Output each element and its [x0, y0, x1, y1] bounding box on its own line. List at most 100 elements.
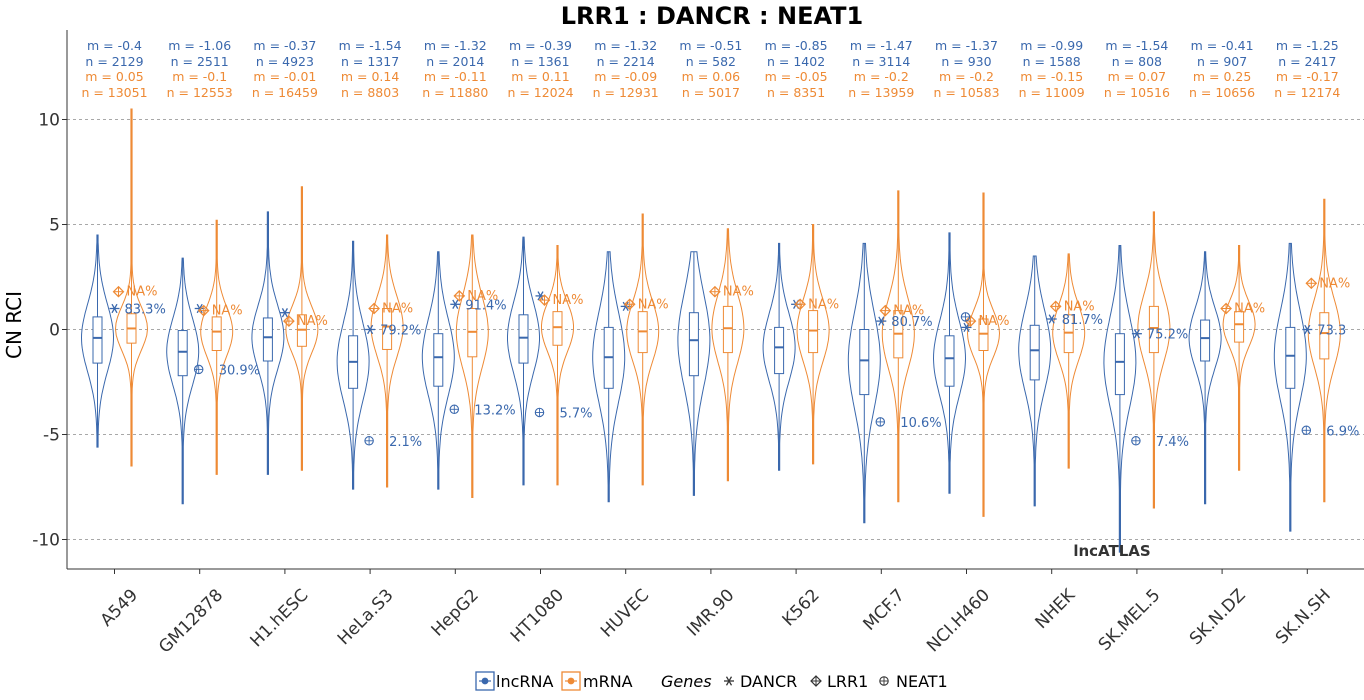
lrr1-marker	[879, 304, 892, 317]
lncrna-violin	[507, 236, 540, 486]
stat-label: m = -1.37	[935, 38, 998, 53]
neat1-marker	[193, 364, 204, 375]
stat-label: m = -0.39	[509, 38, 572, 53]
stat-label: m = -0.05	[765, 69, 828, 84]
neat1-percent-label: 2.1%	[389, 435, 422, 450]
lncrna-violin	[1273, 242, 1307, 532]
lncrna-box	[1114, 333, 1125, 396]
lncrna-box	[518, 314, 529, 364]
lncrna-violin	[1103, 245, 1137, 553]
neat1-percent-label: 5.7%	[560, 406, 593, 421]
lncrna-violin	[251, 211, 285, 475]
lrr1-marker	[368, 302, 380, 315]
mrna-violin-outline	[541, 245, 574, 486]
stat-label: n = 1361	[511, 54, 569, 69]
y-tick-label: -10	[32, 531, 60, 551]
lncrna-violin-outline	[932, 232, 967, 494]
lrr1-percent-label: NA%	[1234, 302, 1265, 317]
mrna-box	[978, 318, 989, 351]
dancr-marker	[620, 301, 631, 312]
mrna-violin-outline	[1222, 245, 1256, 471]
lrr1-percent-label: NA%	[638, 297, 669, 312]
legend-gene-dancr-label: DANCR	[740, 672, 797, 691]
mrna-violin	[626, 213, 660, 486]
stat-label: n = 2214	[597, 54, 655, 69]
lrr1-percent-label: NA%	[467, 289, 498, 304]
lrr1-marker	[1049, 300, 1062, 313]
mrna-box	[1063, 314, 1074, 354]
lrr1-marker	[1220, 302, 1232, 315]
dancr-marker-stroke	[1304, 324, 1311, 335]
stat-label: n = 2014	[426, 54, 484, 69]
neat1-percent-label: 30.9%	[219, 363, 260, 378]
neat1-marker	[1301, 425, 1312, 436]
stat-label: m = -1.47	[850, 38, 913, 53]
stat-label: m = 0.25	[1193, 69, 1251, 84]
lrr1-percent-label: NA%	[1319, 276, 1350, 291]
neat1-percent-label: 7.4%	[1156, 435, 1189, 450]
lrr1-marker	[538, 294, 551, 306]
stat-label: n = 4923	[256, 54, 314, 69]
dancr-percent-label: 83.3%	[125, 303, 166, 318]
mrna-violin	[796, 224, 830, 465]
mrna-violin-outline	[114, 108, 149, 467]
stat-label: n = 907	[1197, 54, 1247, 69]
y-axis-label: CN RCI	[2, 291, 26, 359]
dancr-marker	[365, 324, 376, 335]
y-ticks: 10 5 0 -5 -10	[32, 111, 67, 551]
y-tick-label: 5	[49, 216, 60, 236]
lrr1-percent-label: NA%	[979, 314, 1010, 329]
lncrna-violin	[80, 234, 115, 448]
lrr1-percent-label: NA%	[808, 297, 839, 312]
x-tick-label: SK.N.SH	[1272, 585, 1335, 648]
stat-label: n = 8803	[341, 85, 399, 100]
stat-label: n = 12174	[1274, 85, 1340, 100]
stat-label: n = 8351	[767, 85, 825, 100]
lrr1-percent-label: NA%	[723, 285, 754, 300]
lncrna-violin-outline	[1188, 251, 1222, 505]
lncrna-violin-outline	[847, 242, 881, 524]
lncrna-violin	[592, 251, 626, 503]
stat-label: m = -0.51	[679, 38, 742, 53]
mrna-violin	[200, 219, 234, 475]
mrna-box	[382, 308, 393, 350]
lncrna-violin-outline	[1103, 245, 1137, 553]
lncrna-violin-outline	[80, 234, 115, 448]
mrna-violin-outline	[370, 234, 404, 488]
dancr-marker-stroke	[367, 324, 374, 335]
mrna-box	[808, 310, 819, 354]
dancr-percent-label: 79.2%	[380, 324, 421, 339]
mrna-violin	[370, 234, 404, 488]
lncrna-violin	[166, 257, 200, 505]
legend-asterisk-stroke	[725, 676, 733, 686]
neat1-marker	[875, 417, 886, 427]
lncrna-violin	[677, 251, 711, 496]
mrna-box	[211, 316, 222, 351]
legend-diamond	[810, 675, 822, 687]
lrr1-percent-label: NA%	[1064, 299, 1095, 314]
stat-label: m = -1.54	[1105, 38, 1168, 53]
stat-label: m = -0.1	[172, 69, 227, 84]
legend-gene-neat1: NEAT1	[879, 672, 948, 691]
lncrna-violin	[1018, 255, 1052, 507]
legend-mrna-label: mRNA	[583, 672, 633, 691]
dancr-marker-stroke	[878, 316, 885, 326]
gene-markers: 83.3%NA%NA%30.9%NA%79.2%NA%2.1%91.4%NA%1…	[109, 276, 1359, 450]
lrr1-percent-label: NA%	[382, 302, 413, 317]
mrna-violin-outline	[881, 190, 915, 503]
stat-label: m = -0.2	[939, 69, 994, 84]
x-tick-label: A549	[97, 585, 142, 630]
y-tick-label: -5	[43, 426, 60, 446]
x-tick-label: HepG2	[428, 585, 483, 640]
mrna-box	[1148, 305, 1159, 354]
stat-label: m = -1.32	[594, 38, 657, 53]
dancr-marker-stroke	[1133, 329, 1140, 339]
dancr-percent-label: 73.3	[1317, 324, 1346, 339]
stat-label: n = 12024	[507, 85, 573, 100]
neat1-marker	[534, 407, 545, 418]
dancr-marker-stroke	[196, 303, 203, 314]
neat1-percent-label: 10.6%	[900, 416, 941, 431]
neat1-percent-label: 6.9%	[1326, 424, 1359, 439]
mrna-violin-outline	[285, 186, 319, 471]
